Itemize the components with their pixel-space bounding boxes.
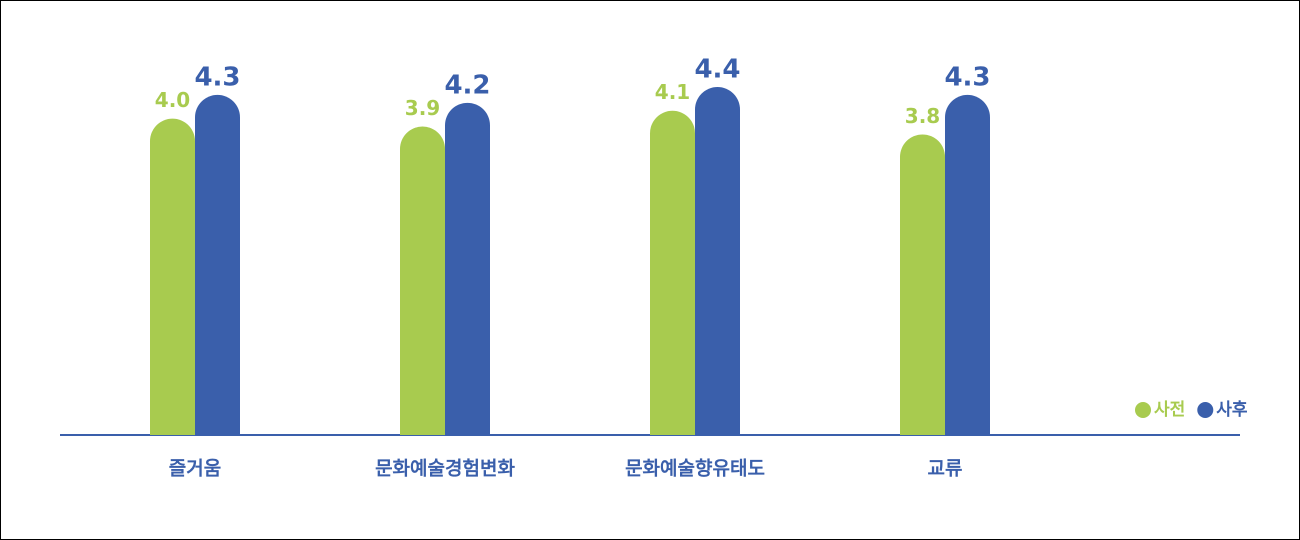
legend-label: 사전 (1154, 400, 1185, 420)
x-tick-label: 문화예술향유태도 (625, 458, 765, 480)
legend-label: 사후 (1216, 399, 1248, 420)
x-tick-label: 교류 (928, 458, 963, 480)
legend-marker (1135, 402, 1151, 418)
value-label: 4.0 (155, 88, 190, 112)
bar (150, 118, 195, 436)
bar (900, 134, 945, 436)
value-label: 4.3 (944, 62, 990, 92)
value-label: 4.1 (655, 80, 690, 104)
bar (650, 110, 695, 435)
bar (695, 87, 740, 435)
legend-marker (1197, 402, 1214, 418)
bar (400, 126, 445, 435)
value-label: 3.8 (905, 104, 940, 128)
value-label: 4.3 (194, 62, 240, 92)
x-tick-label: 문화예술경험변화 (375, 458, 515, 480)
value-label: 3.9 (405, 96, 440, 120)
bar (945, 94, 990, 435)
bar (195, 94, 240, 435)
value-label: 4.4 (694, 55, 740, 85)
value-label: 4.2 (444, 70, 490, 100)
x-tick-label: 즐거움 (169, 458, 221, 480)
bar (445, 102, 490, 436)
